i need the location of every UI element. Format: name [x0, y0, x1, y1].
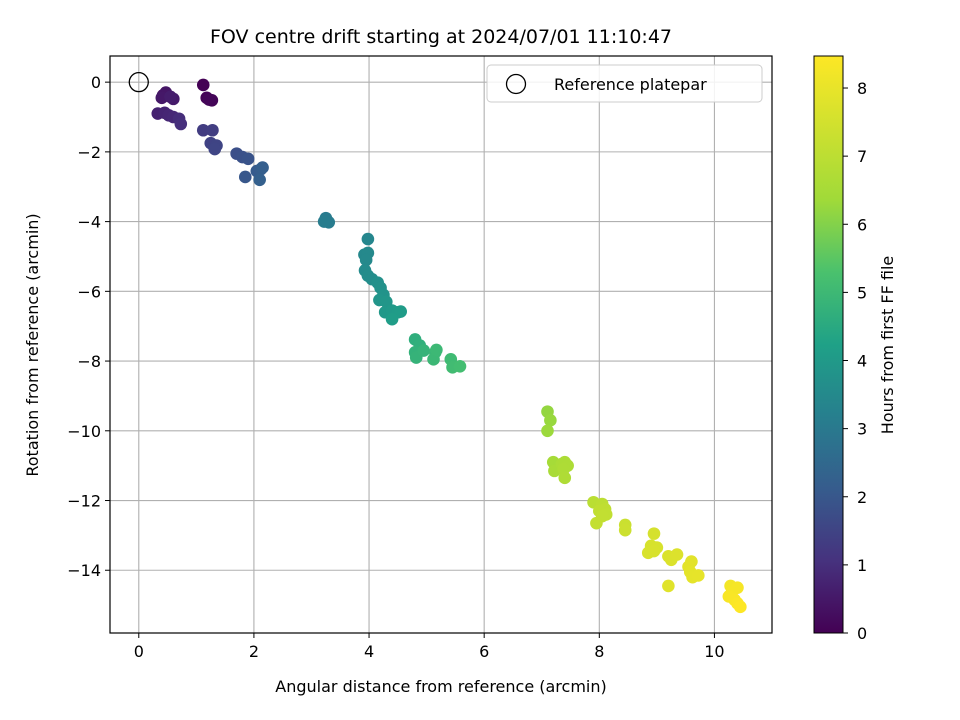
- x-tick-label: 6: [479, 642, 489, 661]
- data-point: [385, 312, 399, 326]
- data-point: [174, 117, 188, 131]
- colorbar-tick-label: 4: [857, 352, 867, 371]
- data-point: [558, 471, 572, 485]
- data-point: [256, 161, 269, 174]
- colorbar-label: Hours from first FF file: [878, 256, 897, 435]
- y-tick-label: −6: [77, 282, 101, 301]
- y-tick-label: −4: [77, 213, 101, 232]
- y-tick-label: −10: [67, 422, 101, 441]
- y-tick-label: 0: [91, 73, 101, 92]
- colorbar-tick-label: 8: [857, 79, 867, 98]
- grid-lines: [110, 56, 772, 633]
- data-point: [618, 523, 632, 537]
- x-axis-label: Angular distance from reference (arcmin): [275, 677, 606, 696]
- data-point: [430, 343, 443, 357]
- y-tick-label: −2: [77, 143, 101, 162]
- data-point: [164, 90, 177, 104]
- data-point: [196, 78, 210, 92]
- y-tick-label: −8: [77, 352, 101, 371]
- colorbar-tick-label: 3: [857, 420, 867, 439]
- x-tick-label: 10: [704, 642, 724, 661]
- data-point: [238, 170, 252, 184]
- data-point: [590, 516, 603, 530]
- chart-title: FOV centre drift starting at 2024/07/01 …: [210, 26, 672, 48]
- data-point: [417, 344, 431, 357]
- legend-box: [486, 64, 763, 103]
- data-point: [647, 544, 661, 558]
- data-point: [317, 215, 331, 228]
- colorbar-ticks: 0 1 2 3 4 5 6 7 8: [843, 79, 867, 643]
- x-tick-label: 4: [364, 642, 374, 661]
- data-point: [453, 359, 467, 373]
- colorbar-tick-label: 6: [857, 215, 867, 234]
- data-point: [241, 152, 255, 166]
- data-point: [544, 414, 557, 427]
- x-tick-label: 8: [594, 642, 604, 661]
- data-point: [734, 600, 747, 614]
- data-point: [253, 173, 266, 187]
- data-point: [208, 142, 222, 156]
- data-point: [670, 548, 684, 561]
- legend-label: Reference platepar: [554, 75, 707, 94]
- data-point: [202, 93, 216, 106]
- data-point: [662, 579, 675, 593]
- colorbar-tick-label: 2: [857, 488, 867, 507]
- reference-marker: [128, 71, 149, 93]
- y-tick-label: −12: [67, 492, 101, 511]
- data-point: [359, 253, 373, 267]
- data-point: [541, 424, 554, 438]
- x-tick-label: 0: [134, 642, 144, 661]
- data-points: [151, 78, 747, 614]
- y-axis-label: Rotation from reference (arcmin): [23, 213, 42, 476]
- colorbar-tick-label: 1: [857, 556, 867, 575]
- reference-marker-group: [128, 71, 149, 93]
- data-point: [394, 305, 408, 318]
- y-tick-label: −14: [67, 561, 101, 580]
- legend-marker-icon: [505, 73, 527, 95]
- plot-frame: [109, 55, 773, 634]
- colorbar-tick-label: 7: [857, 147, 867, 166]
- colorbar-tick-label: 5: [857, 283, 867, 302]
- x-tick-label: 2: [249, 642, 259, 661]
- legend: Reference platepar: [486, 64, 763, 103]
- colorbar: [813, 55, 844, 634]
- data-point: [692, 569, 705, 582]
- data-point: [361, 232, 375, 246]
- x-axis-ticks: 0 2 4 6 8 10: [134, 633, 725, 661]
- data-point: [647, 527, 661, 540]
- colorbar-tick-label: 0: [857, 624, 867, 643]
- y-axis-ticks: 0 −2 −4 −6 −8 −10 −12 −14: [67, 73, 110, 580]
- data-point: [206, 123, 219, 137]
- data-point: [196, 123, 210, 137]
